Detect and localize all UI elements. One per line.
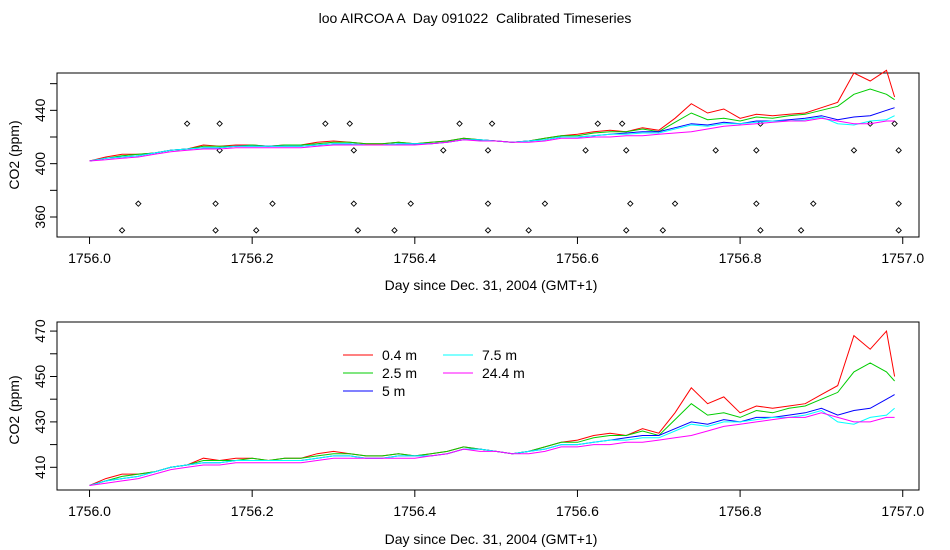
- top-series-line: [89, 88, 895, 162]
- top-ylabel: CO2 (ppm): [6, 120, 22, 189]
- marker-point: [594, 120, 602, 127]
- bottom-panel: CO2 (ppm) Day since Dec. 31, 2004 (GMT+1…: [6, 319, 924, 547]
- top-ytick-label: 440: [32, 98, 48, 122]
- marker-point: [391, 227, 398, 234]
- marker-point: [623, 227, 630, 234]
- top-panel: CO2 (ppm) Day since Dec. 31, 2004 (GMT+1…: [6, 69, 924, 293]
- legend-label: 24.4 m: [482, 365, 525, 381]
- bottom-xtick-label: 1756.4: [393, 503, 436, 519]
- legend-label: 7.5 m: [482, 347, 517, 363]
- marker-point: [525, 227, 532, 234]
- marker-point: [456, 120, 463, 127]
- bottom-lines: [89, 330, 896, 486]
- bottom-xtick-label: 1756.8: [719, 503, 762, 519]
- legend: 0.4 m 2.5 m 5 m 7.5 m 24.4 m: [343, 347, 525, 399]
- top-lines: [89, 69, 896, 162]
- top-plot-frame: [56, 72, 920, 238]
- top-ytick-label: 400: [32, 152, 48, 176]
- top-xtick-label: 1756.6: [556, 250, 599, 266]
- marker-point: [810, 200, 817, 207]
- top-xlabel: Day since Dec. 31, 2004 (GMT+1): [385, 277, 598, 293]
- marker-point: [212, 200, 219, 207]
- marker-point: [757, 227, 764, 234]
- top-axes: 1756.0 1756.2 1756.4 1756.6 1756.8 1757.0 360 4…: [32, 83, 924, 266]
- bottom-ytick-label: 410: [32, 455, 48, 479]
- legend-label: 0.4 m: [382, 347, 417, 363]
- bottom-xlabel: Day since Dec. 31, 2004 (GMT+1): [385, 531, 598, 547]
- marker-point: [891, 120, 898, 127]
- marker-point: [850, 147, 858, 154]
- marker-point: [618, 120, 626, 127]
- marker-point: [183, 120, 191, 127]
- bottom-ytick-label: 470: [32, 319, 48, 343]
- marker-point: [407, 200, 414, 207]
- marker-point: [753, 147, 760, 154]
- marker-point: [866, 120, 874, 127]
- marker-point: [269, 200, 276, 207]
- marker-point: [354, 227, 362, 234]
- marker-point: [797, 227, 805, 234]
- bottom-ytick-label: 450: [32, 365, 48, 389]
- bottom-axes: 1756.0 1756.2 1756.4 1756.6 1756.8 1757.0 410 4…: [32, 319, 924, 519]
- marker-point: [346, 120, 353, 127]
- marker-point: [484, 227, 492, 234]
- legend-label: 2.5 m: [382, 365, 417, 381]
- top-markers: [118, 120, 902, 234]
- marker-point: [350, 200, 358, 207]
- bottom-series-line: [89, 362, 895, 486]
- page-title: loo AIRCOA A Day 091022 Calibrated Times…: [318, 10, 632, 26]
- top-xtick-label: 1756.0: [68, 250, 111, 266]
- bottom-plot-frame: [56, 321, 920, 491]
- marker-point: [627, 200, 634, 207]
- marker-point: [135, 200, 142, 207]
- marker-point: [350, 147, 358, 154]
- marker-point: [623, 147, 630, 154]
- marker-point: [753, 200, 760, 207]
- bottom-xtick-label: 1756.2: [231, 503, 274, 519]
- marker-point: [440, 147, 447, 154]
- marker-point: [212, 227, 219, 234]
- bottom-ylabel: CO2 (ppm): [6, 375, 22, 444]
- top-xtick-label: 1756.4: [393, 250, 436, 266]
- top-xtick-label: 1757.0: [881, 250, 924, 266]
- marker-point: [322, 120, 329, 127]
- marker-point: [484, 200, 492, 207]
- bottom-ytick-label: 430: [32, 410, 48, 434]
- legend-label: 5 m: [382, 383, 405, 399]
- top-xtick-label: 1756.8: [719, 250, 762, 266]
- marker-point: [712, 147, 719, 154]
- marker-point: [895, 227, 902, 234]
- bottom-xtick-label: 1756.0: [68, 503, 111, 519]
- marker-point: [216, 120, 223, 127]
- marker-point: [484, 147, 492, 154]
- marker-point: [488, 120, 496, 127]
- bottom-xtick-label: 1756.6: [556, 503, 599, 519]
- marker-point: [252, 227, 260, 234]
- marker-point: [118, 227, 126, 234]
- top-xtick-label: 1756.2: [231, 250, 274, 266]
- marker-point: [895, 200, 902, 207]
- marker-point: [659, 227, 667, 234]
- bottom-series-line: [89, 412, 895, 486]
- top-series-line: [89, 117, 895, 162]
- bottom-xtick-label: 1757.0: [881, 503, 924, 519]
- marker-point: [582, 147, 589, 154]
- top-ytick-label: 360: [32, 205, 48, 229]
- marker-point: [541, 200, 549, 207]
- marker-point: [895, 147, 902, 154]
- marker-point: [671, 200, 679, 207]
